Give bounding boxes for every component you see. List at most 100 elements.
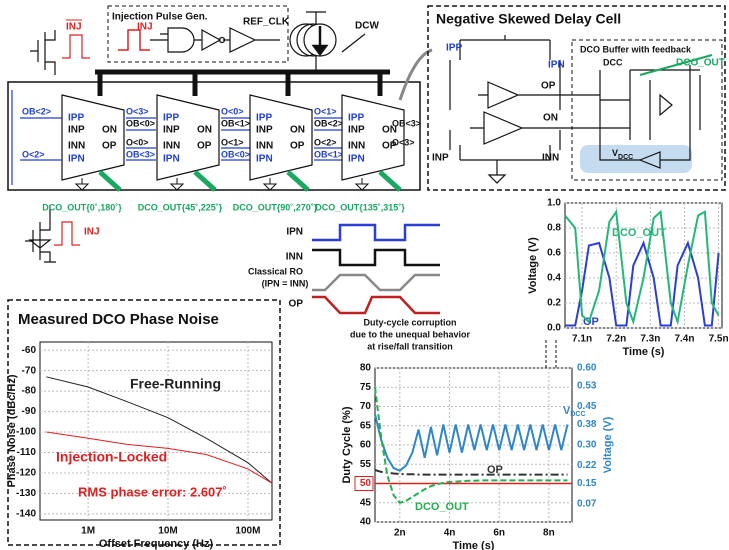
wave-label: Classical RO — [248, 266, 303, 276]
series-line — [374, 469, 568, 476]
x-tick-label: 4n — [444, 528, 456, 539]
link-label: OB<1> — [221, 118, 250, 128]
x-tick-label: 10M — [158, 526, 177, 537]
y2-axis-label: Voltage (V) — [602, 416, 614, 473]
inj-label: INJ — [84, 227, 100, 238]
pin-label: OP — [382, 141, 397, 152]
pin-label: INN — [256, 141, 273, 152]
x-axis-label: Time (s) — [623, 346, 665, 358]
x-axis-label: Offset Frequency (Hz) — [99, 538, 214, 550]
link-label: O<2> — [314, 137, 337, 147]
series-line — [374, 387, 568, 504]
link-label: O<3> — [126, 106, 149, 116]
cell-schematic — [449, 35, 570, 184]
pulse-icon — [118, 29, 150, 51]
pin-label: INP — [163, 125, 180, 136]
pn-box — [7, 299, 281, 546]
link-wires — [221, 117, 251, 161]
delay-cell — [156, 94, 220, 181]
output-end-label: OB<3> — [392, 118, 421, 128]
x-tick-label: 7.4n — [674, 334, 694, 345]
pin-label: IPN — [68, 154, 85, 165]
y-tick-label: 65 — [360, 420, 372, 431]
y2-tick-label: 0.53 — [577, 381, 597, 392]
pin-label: IPP — [256, 113, 272, 124]
link-label: O<0> — [126, 137, 149, 147]
y2-tick-label: 0.60 — [577, 363, 597, 374]
series-label: VDCC — [563, 405, 586, 418]
x-tick-label: 100M — [235, 526, 260, 537]
input-label: OB<2> — [22, 106, 51, 116]
inj-transistor — [25, 30, 90, 263]
ref-clk: REF_CLK — [243, 17, 290, 28]
pin-label: IPN — [348, 154, 365, 165]
y-axis-label: Voltage (V) — [527, 237, 539, 294]
plot-area — [39, 341, 273, 521]
chart-title: Measured DCO Phase Noise — [18, 311, 219, 328]
green-arrow — [98, 170, 122, 192]
cell-op: OP — [541, 81, 556, 92]
annotation: RMS phase error: 2.607˚ — [78, 484, 227, 499]
y-tick-label: 1.0 — [547, 198, 561, 209]
wave-label: OP — [289, 299, 304, 310]
caption: at rise/fall transition — [367, 341, 453, 351]
y-tick-label: 40 — [360, 517, 372, 528]
pin-label: ON — [197, 125, 212, 136]
dcc: DCC — [603, 57, 623, 67]
y-tick-label: -100 — [16, 427, 36, 438]
green-arrow — [286, 170, 310, 192]
y-axis-label: Phase Noise (dBc/Hz) — [6, 374, 18, 487]
y-tick-label: -130 — [16, 488, 36, 499]
cell-box — [427, 5, 726, 191]
x-axis-label: Time (s) — [453, 540, 495, 550]
output-end-label: O<3> — [392, 137, 415, 147]
y-tick-label: -60 — [22, 345, 37, 356]
x-tick-label: 1M — [81, 526, 95, 537]
pin-label: ON — [102, 125, 117, 136]
link-label: OB<1> — [314, 149, 343, 159]
y2-tick-label: 0.38 — [577, 419, 597, 430]
x-tick-label: 2n — [394, 528, 406, 539]
cell-on: ON — [543, 113, 558, 124]
y-tick-label: 0.2 — [547, 298, 561, 309]
dcw: DCW — [355, 21, 379, 32]
series-line — [374, 413, 569, 472]
pin-label: INP — [256, 125, 273, 136]
y-tick-label: -120 — [16, 468, 36, 479]
series-label: Free-Running — [130, 376, 221, 392]
y-tick-label: -70 — [22, 365, 37, 376]
y2-tick-label: 0.45 — [577, 401, 597, 412]
delay-cell — [249, 94, 313, 181]
cell-ipn: IPN — [548, 60, 565, 71]
link-label: OB<0> — [221, 149, 250, 159]
y-tick-label: 0.6 — [547, 248, 561, 259]
y-tick-label: 0.4 — [547, 273, 561, 284]
input-label: O<2> — [22, 149, 45, 159]
link-wires — [126, 117, 156, 161]
link-label: O<0> — [221, 106, 244, 116]
pin-label: OP — [290, 141, 305, 152]
bubble — [218, 36, 226, 44]
series-label: DCO_OUT — [612, 227, 666, 239]
pin-label: INN — [68, 141, 85, 152]
tick-highlight — [354, 476, 374, 491]
series-line — [565, 240, 720, 327]
delay-cell — [61, 94, 125, 181]
series-label: OP — [487, 464, 503, 476]
pin-label: IPP — [348, 113, 364, 124]
pin-label: ON — [382, 125, 397, 136]
cell-inp: INP — [432, 153, 449, 164]
series-line — [564, 209, 720, 326]
y-tick-label: 50 — [360, 478, 372, 489]
link-label: OB<2> — [314, 118, 343, 128]
plot-area — [564, 202, 723, 329]
cell-ipp: IPP — [446, 43, 462, 54]
y2-tick-label: 0.15 — [577, 478, 597, 489]
series-label: DCO_OUT — [415, 501, 469, 513]
y-tick-label: 60 — [360, 440, 372, 451]
pin-label: OP — [102, 141, 117, 152]
pin-label: INN — [163, 141, 180, 152]
y-tick-label: 0.0 — [547, 323, 561, 334]
ground — [74, 178, 90, 191]
